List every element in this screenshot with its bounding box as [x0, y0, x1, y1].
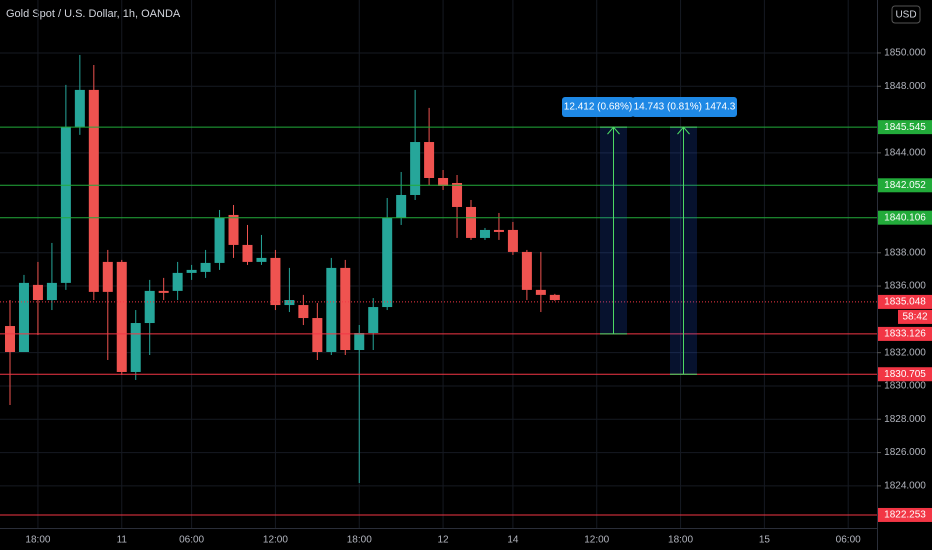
candle-body	[521, 251, 532, 290]
candle-body	[382, 217, 393, 308]
candle-body	[116, 261, 127, 372]
x-tick-label: 18:00	[347, 535, 372, 546]
x-tick-label: 12	[438, 535, 450, 546]
last-price-label-bg	[878, 294, 932, 309]
candle-body	[242, 244, 253, 262]
candle-body	[18, 282, 29, 352]
candle-body	[535, 289, 546, 295]
candle-body	[186, 269, 197, 273]
x-tick-label: 14	[507, 535, 519, 546]
currency-button[interactable]	[891, 5, 921, 24]
candle-body	[340, 267, 351, 351]
level-label-bg	[878, 120, 932, 135]
measure-arrowhead	[677, 126, 690, 135]
level-label-bg	[878, 507, 932, 522]
measure-label-bg	[562, 97, 634, 117]
candle-body	[172, 272, 183, 291]
candle-body	[479, 229, 490, 238]
y-tick-label: 1826.000	[884, 447, 926, 458]
level-label-bg	[878, 210, 932, 225]
countdown: 58:42	[902, 312, 927, 323]
candle-body	[214, 217, 225, 263]
y-tick-label: 1850.000	[884, 48, 926, 59]
y-tick-label: 1828.000	[884, 414, 926, 425]
candle-body	[354, 333, 365, 351]
candle-body	[74, 89, 85, 127]
candle-body	[200, 262, 211, 272]
candle-body	[312, 318, 323, 352]
measure-label-bg	[632, 97, 737, 117]
level-label: 1840.106	[884, 212, 926, 223]
candle-body	[466, 206, 477, 238]
time-axis	[0, 528, 877, 550]
candle-body	[424, 142, 435, 178]
candle-body	[452, 182, 463, 207]
candle-body	[158, 290, 169, 293]
candle-body	[410, 142, 421, 195]
x-tick-label: 06:00	[179, 535, 204, 546]
y-tick-label: 1844.000	[884, 147, 926, 158]
y-tick-label: 1832.000	[884, 347, 926, 358]
level-label-bg	[878, 178, 932, 193]
currency-label[interactable]: USD	[895, 10, 916, 21]
level-label: 1830.705	[884, 369, 926, 380]
measure-label: 14.743 (0.81%) 1474.3	[634, 102, 736, 113]
chart-title: Gold Spot / U.S. Dollar, 1h, OANDA	[6, 8, 181, 20]
x-tick-label: 18:00	[668, 535, 693, 546]
y-tick-label: 1824.000	[884, 481, 926, 492]
level-label-bg	[878, 326, 932, 341]
candle-body	[102, 261, 113, 292]
candle-body	[256, 257, 267, 262]
candle-body	[46, 282, 57, 301]
candle-body	[270, 257, 281, 306]
countdown-bg	[898, 309, 932, 324]
candle-body	[228, 214, 239, 245]
candle-body	[88, 89, 99, 292]
level-label: 1842.052	[884, 180, 926, 191]
y-tick-label: 1838.000	[884, 247, 926, 258]
level-label: 1845.545	[884, 122, 926, 133]
candle-body	[368, 307, 379, 334]
last-price-label: 1835.048	[884, 297, 926, 308]
candle-body	[5, 326, 15, 352]
x-tick-label: 12:00	[263, 535, 288, 546]
candle-body	[298, 305, 309, 319]
x-tick-label: 11	[117, 535, 128, 546]
y-tick-label: 1836.000	[884, 281, 926, 292]
x-tick-label: 06:00	[836, 535, 861, 546]
candle-body	[130, 323, 141, 372]
candle-body	[438, 177, 449, 186]
measure-arrowhead	[607, 126, 620, 135]
candle-body	[284, 300, 295, 306]
price-axis	[877, 0, 932, 550]
level-label-bg	[878, 367, 932, 382]
candle-body	[493, 229, 504, 232]
x-tick-label: 12:00	[584, 535, 609, 546]
candle-body	[32, 284, 43, 301]
candle-body	[144, 290, 155, 324]
level-label: 1833.126	[884, 329, 926, 340]
candle-body	[549, 294, 560, 301]
level-label: 1822.253	[884, 510, 926, 521]
x-tick-label: 18:00	[25, 535, 50, 546]
candle-body	[60, 126, 71, 283]
y-tick-label: 1830.000	[884, 381, 926, 392]
candle-body	[326, 267, 337, 352]
x-tick-label: 15	[759, 535, 771, 546]
y-tick-label: 1848.000	[884, 81, 926, 92]
candle-body	[507, 229, 518, 252]
candle-body	[396, 194, 407, 218]
measure-label: 12.412 (0.68%)	[564, 102, 632, 113]
